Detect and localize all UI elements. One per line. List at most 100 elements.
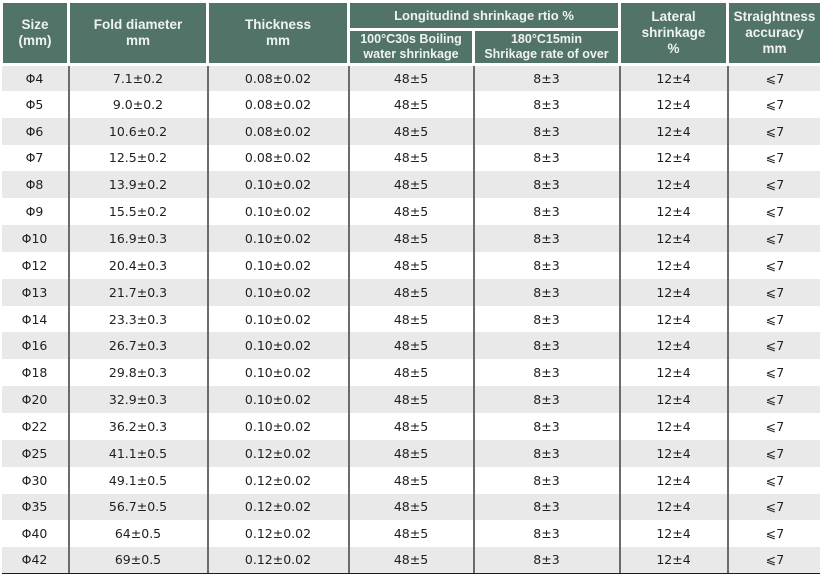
table-row: Φ22 36.2±0.3 0.10±0.02 48±5 8±3 12±4 ⩽7 (1, 412, 820, 440)
cell-thickness: 0.12±0.02 (206, 439, 349, 467)
cell-boiling-shrinkage: 48±5 (347, 547, 474, 574)
table-row: Φ20 32.9±0.3 0.10±0.02 48±5 8±3 12±4 ⩽7 (1, 386, 820, 413)
cell-size: Φ9 (25, 204, 44, 220)
cell-boiling-shrinkage: 48±5 (347, 64, 474, 91)
cell-size: Φ6 (25, 123, 44, 139)
table-row: Φ6 10.6±0.2 0.08±0.02 48±5 8±3 12±4 ⩽7 (1, 117, 820, 145)
col-header-fold-diameter: Fold diameter mm (67, 0, 209, 66)
cell-straightness: ⩽7 (726, 251, 820, 279)
table-row: Φ16 26.7±0.3 0.10±0.02 48±5 8±3 12±4 ⩽7 (1, 332, 820, 360)
cell-boiling-shrinkage: 48±5 (347, 225, 474, 252)
cell-fold-diameter: 9.0±0.2 (67, 90, 208, 118)
cell-shrinkage-180c: 8±3 (472, 144, 620, 172)
cell-shrinkage-180c: 8±3 (472, 439, 620, 467)
cell-size: Φ40 (21, 526, 48, 542)
cell-size: Φ42 (21, 552, 48, 568)
cell-straightness: ⩽7 (726, 90, 820, 118)
cell-boiling-shrinkage: 48±5 (347, 144, 474, 172)
cell-thickness: 0.12±0.02 (206, 466, 349, 494)
cell-straightness: ⩽7 (726, 466, 820, 494)
cell-straightness: ⩽7 (726, 359, 820, 387)
cell-thickness: 0.08±0.02 (206, 117, 349, 145)
cell-thickness: 0.10±0.02 (206, 278, 349, 306)
table-body: Φ4 7.1±0.2 0.08±0.02 48±5 8±3 12±4 ⩽7 Φ5 9.0±0.2… (1, 64, 820, 574)
cell-size: Φ25 (21, 445, 48, 461)
cell-shrinkage-180c: 8±3 (472, 547, 620, 574)
cell-thickness: 0.10±0.02 (206, 412, 349, 440)
table-row: Φ9 15.5±0.2 0.10±0.02 48±5 8±3 12±4 ⩽7 (1, 198, 820, 226)
cell-shrinkage-180c: 8±3 (472, 117, 620, 145)
table-row: Φ12 20.4±0.3 0.10±0.02 48±5 8±3 12±4 ⩽7 (1, 251, 820, 279)
cell-fold-diameter: 13.9±0.2 (67, 171, 208, 199)
cell-fold-diameter: 15.5±0.2 (67, 198, 208, 226)
cell-lateral-shrinkage: 12±4 (618, 278, 728, 306)
cell-lateral-shrinkage: 12±4 (618, 547, 728, 574)
cell-lateral-shrinkage: 12±4 (618, 520, 728, 548)
cell-size: Φ35 (21, 499, 48, 515)
cell-shrinkage-180c: 8±3 (472, 90, 620, 118)
cell-fold-diameter: 49.1±0.5 (67, 466, 208, 494)
cell-lateral-shrinkage: 12±4 (618, 332, 728, 360)
cell-fold-diameter: 20.4±0.3 (67, 251, 208, 279)
cell-thickness: 0.12±0.02 (206, 547, 349, 574)
cell-thickness: 0.10±0.02 (206, 359, 349, 387)
cell-straightness: ⩽7 (726, 305, 820, 333)
cell-lateral-shrinkage: 12±4 (618, 225, 728, 252)
cell-thickness: 0.10±0.02 (206, 198, 349, 226)
cell-shrinkage-180c: 8±3 (472, 171, 620, 199)
cell-size: Φ18 (21, 365, 48, 381)
cell-lateral-shrinkage: 12±4 (618, 117, 728, 145)
cell-fold-diameter: 41.1±0.5 (67, 439, 208, 467)
cell-boiling-shrinkage: 48±5 (347, 386, 474, 413)
cell-shrinkage-180c: 8±3 (472, 305, 620, 333)
cell-lateral-shrinkage: 12±4 (618, 64, 728, 91)
cell-shrinkage-180c: 8±3 (472, 198, 620, 226)
col-header-straightness: Straightness accuracy mm (726, 0, 820, 66)
cell-thickness: 0.10±0.02 (206, 171, 349, 199)
cell-size: Φ14 (21, 311, 48, 327)
table-row: Φ13 21.7±0.3 0.10±0.02 48±5 8±3 12±4 ⩽7 (1, 278, 820, 306)
table-row: Φ25 41.1±0.5 0.12±0.02 48±5 8±3 12±4 ⩽7 (1, 439, 820, 467)
cell-shrinkage-180c: 8±3 (472, 412, 620, 440)
cell-fold-diameter: 69±0.5 (67, 547, 208, 574)
cell-thickness: 0.08±0.02 (206, 90, 349, 118)
cell-thickness: 0.10±0.02 (206, 225, 349, 252)
cell-thickness: 0.10±0.02 (206, 305, 349, 333)
cell-lateral-shrinkage: 12±4 (618, 359, 728, 387)
cell-size: Φ8 (25, 177, 44, 193)
cell-boiling-shrinkage: 48±5 (347, 117, 474, 145)
cell-shrinkage-180c: 8±3 (472, 225, 620, 252)
cell-shrinkage-180c: 8±3 (472, 278, 620, 306)
cell-shrinkage-180c: 8±3 (472, 64, 620, 91)
cell-thickness: 0.10±0.02 (206, 332, 349, 360)
cell-fold-diameter: 26.7±0.3 (67, 332, 208, 360)
cell-shrinkage-180c: 8±3 (472, 466, 620, 494)
table-row: Φ35 56.7±0.5 0.12±0.02 48±5 8±3 12±4 ⩽7 (1, 493, 820, 521)
cell-lateral-shrinkage: 12±4 (618, 439, 728, 467)
cell-shrinkage-180c: 8±3 (472, 493, 620, 521)
cell-straightness: ⩽7 (726, 117, 820, 145)
table-row: Φ7 12.5±0.2 0.08±0.02 48±5 8±3 12±4 ⩽7 (1, 144, 820, 172)
cell-straightness: ⩽7 (726, 198, 820, 226)
cell-lateral-shrinkage: 12±4 (618, 493, 728, 521)
cell-boiling-shrinkage: 48±5 (347, 412, 474, 440)
cell-fold-diameter: 56.7±0.5 (67, 493, 208, 521)
table-row: Φ40 64±0.5 0.12±0.02 48±5 8±3 12±4 ⩽7 (1, 520, 820, 548)
cell-boiling-shrinkage: 48±5 (347, 90, 474, 118)
cell-lateral-shrinkage: 12±4 (618, 144, 728, 172)
cell-straightness: ⩽7 (726, 332, 820, 360)
cell-boiling-shrinkage: 48±5 (347, 278, 474, 306)
cell-boiling-shrinkage: 48±5 (347, 493, 474, 521)
cell-straightness: ⩽7 (726, 278, 820, 306)
cell-boiling-shrinkage: 48±5 (347, 332, 474, 360)
cell-lateral-shrinkage: 12±4 (618, 198, 728, 226)
cell-boiling-shrinkage: 48±5 (347, 198, 474, 226)
cell-boiling-shrinkage: 48±5 (347, 439, 474, 467)
col-header-180c-shrinkage: 180°C15min Shrikage rate of over (472, 28, 621, 66)
table-row: Φ5 9.0±0.2 0.08±0.02 48±5 8±3 12±4 ⩽7 (1, 90, 820, 118)
cell-thickness: 0.12±0.02 (206, 520, 349, 548)
col-header-lateral-shrinkage: Lateral shrinkage % (618, 0, 729, 66)
cell-lateral-shrinkage: 12±4 (618, 171, 728, 199)
